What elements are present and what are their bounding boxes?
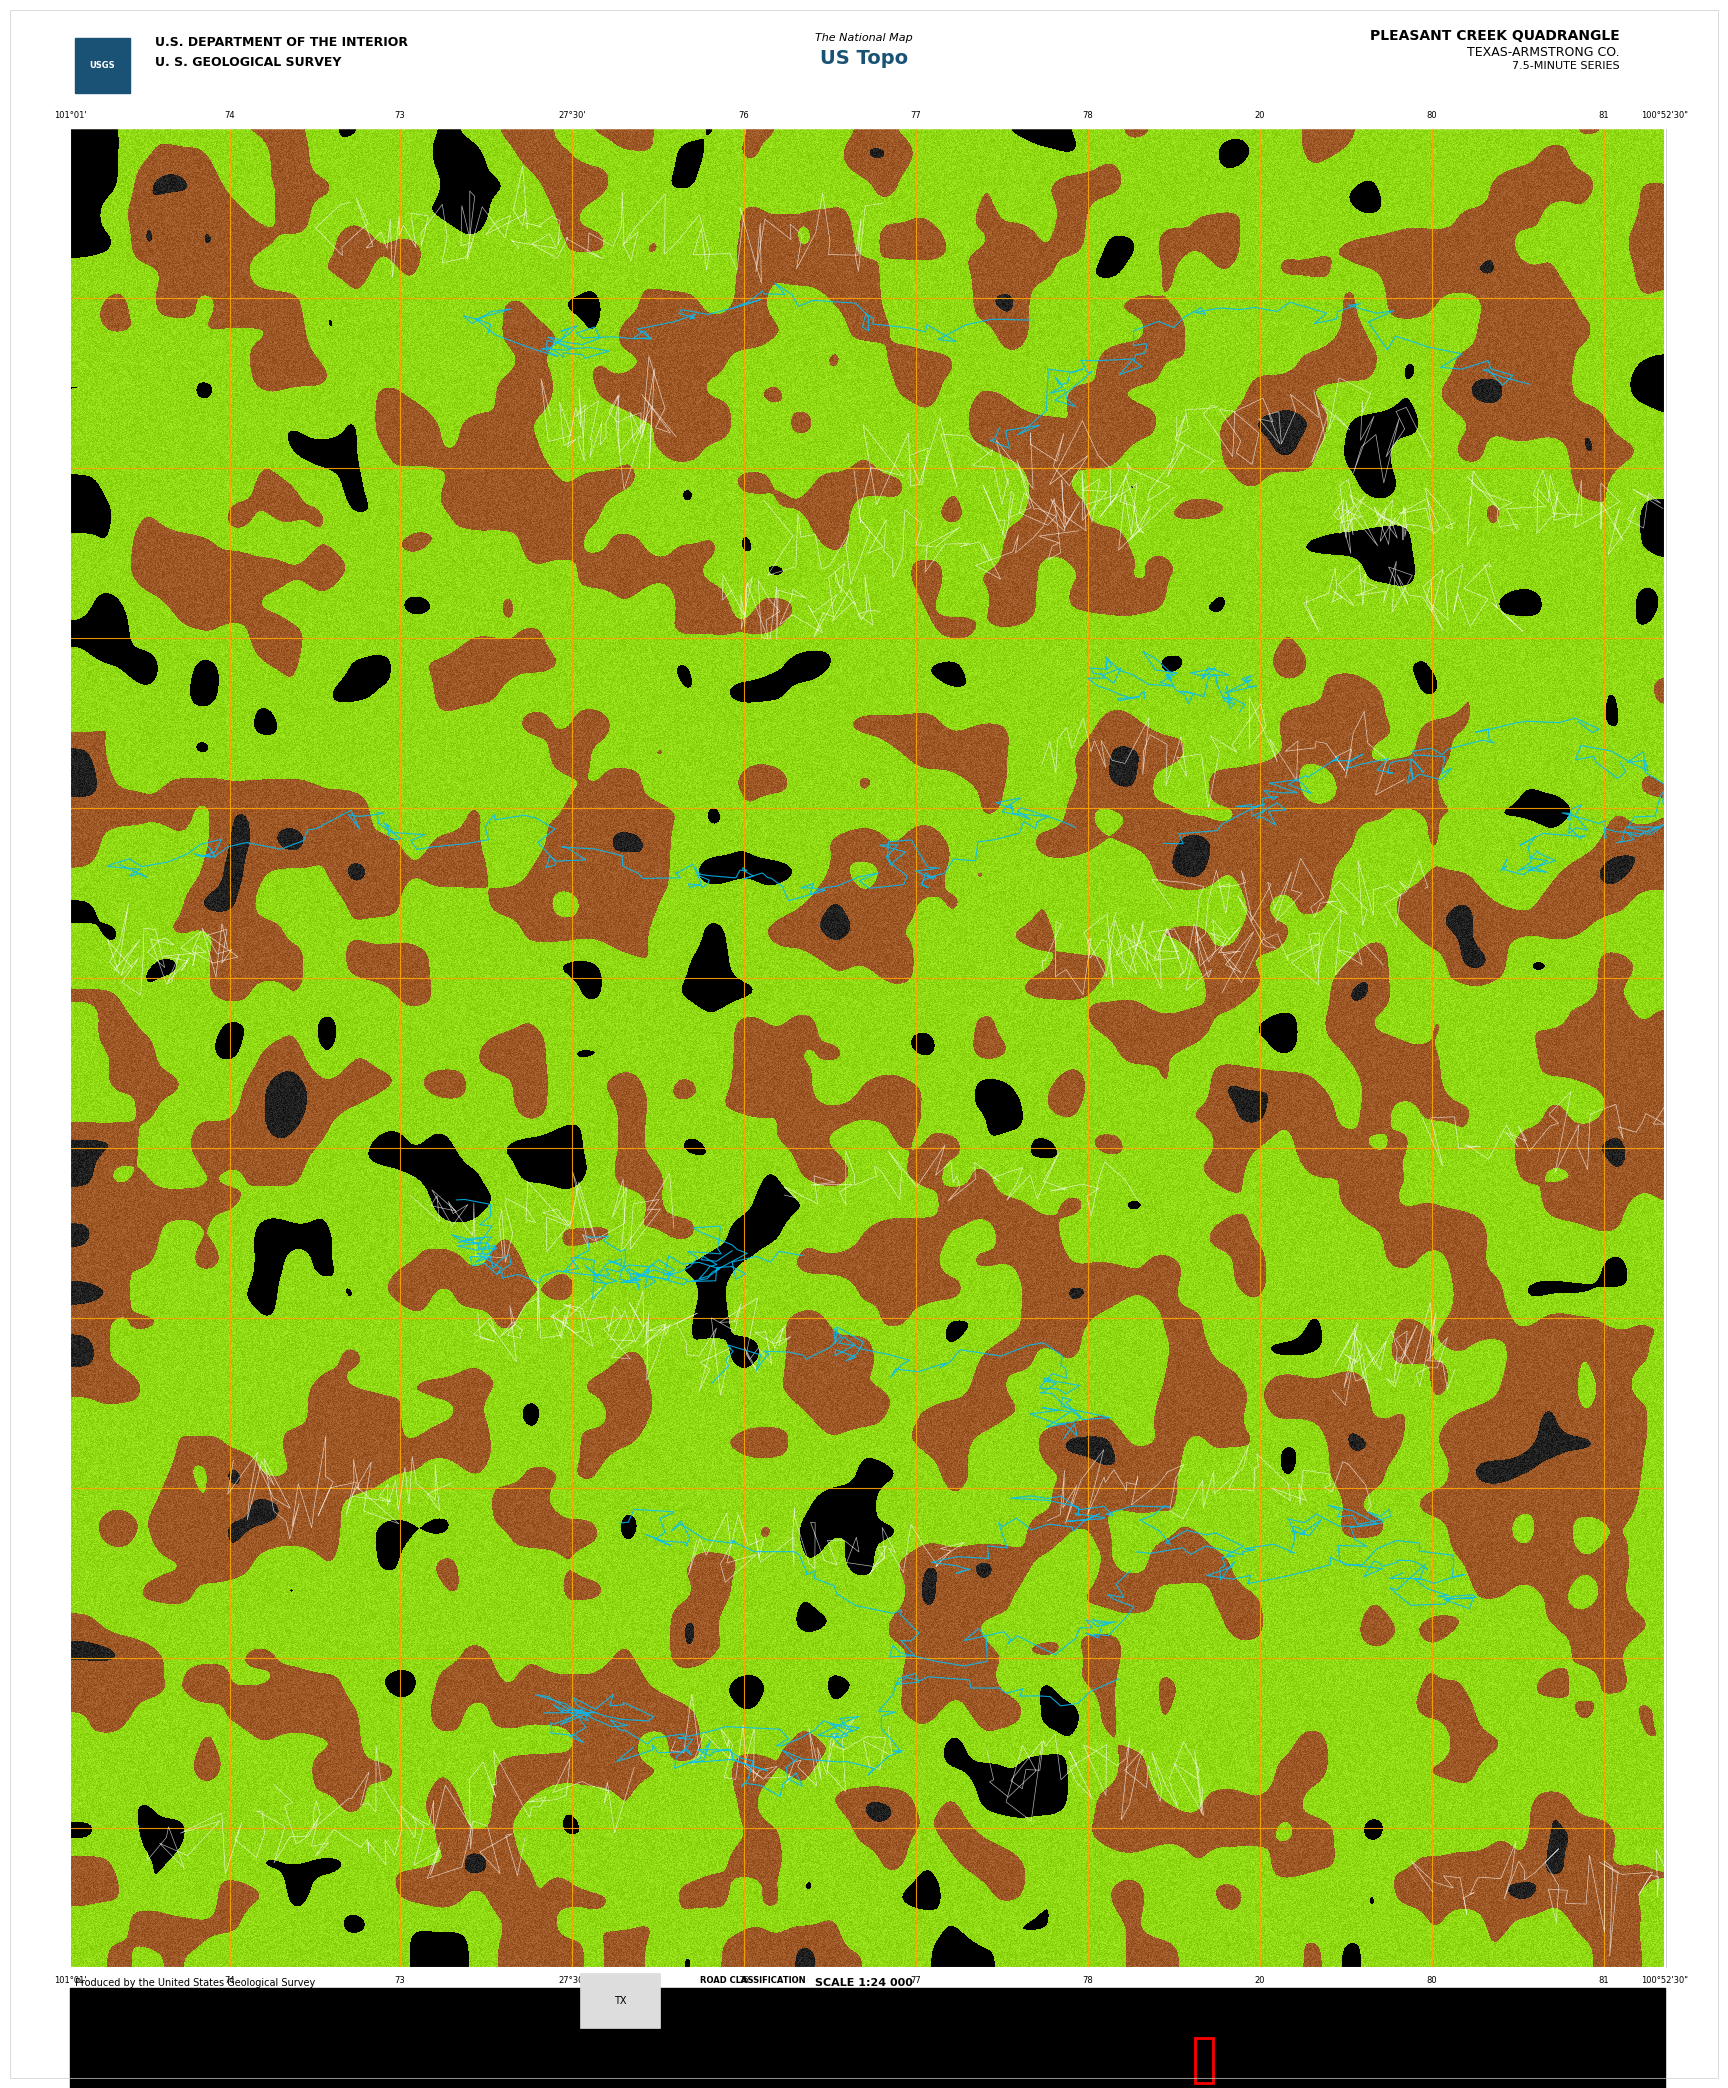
- Text: 81: 81: [1598, 111, 1609, 119]
- Text: USGS: USGS: [90, 61, 114, 69]
- Text: 76: 76: [738, 111, 750, 119]
- Text: 101°01': 101°01': [54, 1975, 86, 1986]
- Bar: [71, 1988, 1666, 2088]
- Text: 81: 81: [1598, 1975, 1609, 1986]
- Text: 7.5-MINUTE SERIES: 7.5-MINUTE SERIES: [1512, 61, 1621, 71]
- Text: Produced by the United States Geological Survey: Produced by the United States Geological…: [74, 1977, 314, 1988]
- Text: ROAD CLASSIFICATION: ROAD CLASSIFICATION: [700, 1975, 805, 1986]
- Text: 20: 20: [1255, 1975, 1265, 1986]
- Bar: [71, 127, 1666, 1969]
- Text: 27°30': 27°30': [558, 1975, 586, 1986]
- Bar: [0, 1969, 1728, 2088]
- Text: 80: 80: [1427, 1975, 1438, 1986]
- Text: 73: 73: [394, 111, 406, 119]
- Text: 76: 76: [738, 1975, 750, 1986]
- Text: 100°52'30": 100°52'30": [1642, 1975, 1688, 1986]
- Text: TEXAS-ARMSTRONG CO.: TEXAS-ARMSTRONG CO.: [1467, 46, 1621, 58]
- Text: The National Map: The National Map: [816, 33, 912, 44]
- Text: 77: 77: [911, 111, 921, 119]
- Text: U.S. DEPARTMENT OF THE INTERIOR: U.S. DEPARTMENT OF THE INTERIOR: [156, 35, 408, 50]
- Bar: [74, 38, 130, 94]
- Text: 78: 78: [1083, 1975, 1094, 1986]
- Text: TX: TX: [613, 1996, 626, 2007]
- Text: 77: 77: [911, 1975, 921, 1986]
- Bar: [581, 1973, 660, 2027]
- Text: 74: 74: [225, 111, 235, 119]
- Bar: [1196, 2038, 1213, 2084]
- Text: 100°52'30": 100°52'30": [1642, 111, 1688, 119]
- Text: 73: 73: [394, 1975, 406, 1986]
- Text: US Topo: US Topo: [821, 48, 907, 67]
- Text: 80: 80: [1427, 111, 1438, 119]
- Text: 78: 78: [1083, 111, 1094, 119]
- Text: 74: 74: [225, 1975, 235, 1986]
- Text: SCALE 1:24 000: SCALE 1:24 000: [816, 1977, 912, 1988]
- Text: 27°30': 27°30': [558, 111, 586, 119]
- Text: 20: 20: [1255, 111, 1265, 119]
- Text: PLEASANT CREEK QUADRANGLE: PLEASANT CREEK QUADRANGLE: [1370, 29, 1621, 44]
- Text: U. S. GEOLOGICAL SURVEY: U. S. GEOLOGICAL SURVEY: [156, 56, 342, 69]
- Bar: [0, 0, 1728, 127]
- Text: 101°01': 101°01': [54, 111, 86, 119]
- Bar: [71, 127, 1666, 1969]
